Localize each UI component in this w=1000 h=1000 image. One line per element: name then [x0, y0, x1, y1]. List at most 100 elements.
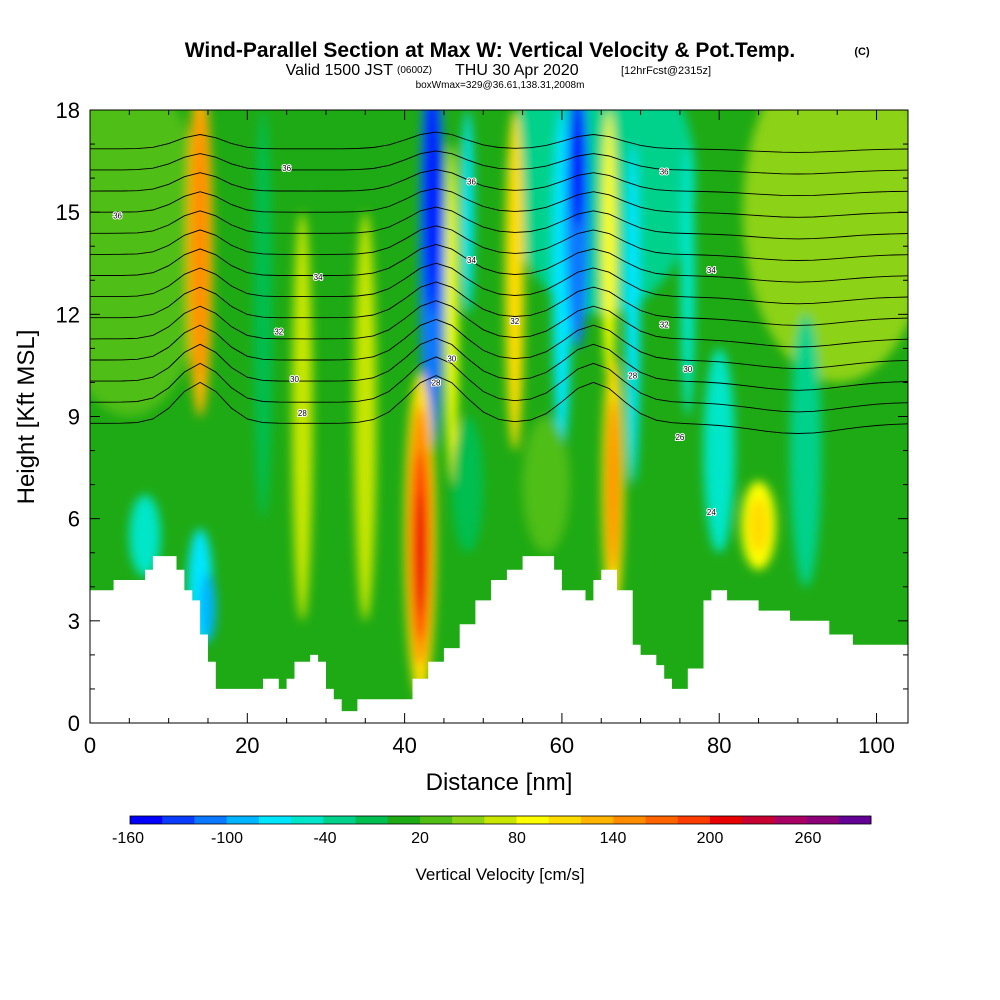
- colorbar-swatch: [355, 816, 389, 824]
- velocity-band: [625, 144, 640, 485]
- contour-label: 36: [113, 212, 122, 221]
- subtitle-box: boxWmax=329@36.61,138.31,2008m: [416, 80, 585, 91]
- colorbar-tick-label: 140: [600, 830, 627, 847]
- x-tick-label: 40: [392, 733, 416, 758]
- velocity-band: [570, 110, 585, 230]
- contour-label: 28: [432, 378, 441, 387]
- colorbar-swatch: [581, 816, 614, 824]
- isentrope-line: [90, 131, 908, 153]
- colorbar-swatch: [484, 816, 518, 824]
- colorbar-swatch: [645, 816, 679, 824]
- isentrope-line: [90, 225, 908, 261]
- isentrope-line: [90, 150, 908, 175]
- isentrope-line: [90, 318, 908, 370]
- terrain: [90, 556, 908, 723]
- colorbar-swatch: [516, 816, 550, 824]
- isentrope-line: [90, 206, 908, 240]
- colorbar-tick-label: 80: [508, 830, 526, 847]
- y-tick-label: 12: [56, 302, 80, 327]
- contour-label: 34: [707, 266, 716, 275]
- velocity-band: [680, 144, 695, 417]
- isentrope-line: [90, 262, 908, 305]
- velocity-band: [748, 498, 769, 553]
- contour-label: 34: [467, 256, 476, 265]
- isentrope-line: [90, 281, 908, 326]
- velocity-band: [200, 573, 216, 642]
- colorbar-swatch: [774, 816, 808, 824]
- colorbar: -160 -100 -40 20 80 140 200 260: [112, 815, 872, 847]
- colorbar-swatch: [226, 816, 260, 824]
- velocity-band: [292, 212, 313, 621]
- plot-area: 36 36 36 36 34 34 34 32 32 32 30 30 30 28 28 28 26 24: [90, 110, 908, 723]
- contour-label: 30: [683, 365, 692, 374]
- colorbar-tick-label: -40: [313, 830, 336, 847]
- isentrope-line: [90, 187, 908, 218]
- colorbar-swatch: [130, 816, 163, 824]
- velocity-band: [192, 110, 208, 383]
- colorbar-swatch: [548, 816, 582, 824]
- velocity-band: [790, 314, 822, 587]
- colorbar-swatch: [323, 816, 357, 824]
- velocity-band: [742, 110, 908, 383]
- velocity-band: [606, 399, 620, 570]
- colorbar-swatch: [709, 816, 743, 824]
- velocity-band: [451, 416, 484, 553]
- subtitle-date: THU 30 Apr 2020: [455, 62, 579, 79]
- velocity-band: [703, 348, 735, 553]
- colorbar-swatch: [806, 816, 840, 824]
- potential-temperature-contours: [90, 131, 908, 434]
- colorbar-tick-label: 260: [795, 830, 822, 847]
- colorbar-swatch: [194, 816, 228, 824]
- contour-label: 28: [298, 409, 307, 418]
- velocity-band: [522, 416, 570, 553]
- isentrope-line: [90, 337, 908, 391]
- x-axis: 0 20 40 60 80 100: [84, 110, 895, 758]
- contour-label: 28: [628, 372, 637, 381]
- contour-labels: 36 36 36 36 34 34 34 32 32 32 30 30 30 28 28 28 26 24: [112, 163, 717, 518]
- x-axis-label: Distance [nm]: [426, 769, 573, 796]
- chart-subtitle: Valid 1500 JST (0600Z) THU 30 Apr 2020 […: [286, 62, 711, 79]
- y-tick-label: 18: [56, 98, 80, 123]
- velocity-band: [461, 110, 474, 315]
- contour-label: 36: [282, 164, 291, 173]
- x-tick-label: 60: [550, 733, 574, 758]
- subtitle-valid: Valid 1500 JST: [286, 62, 394, 79]
- y-tick-label: 0: [68, 711, 80, 736]
- contour-label: 26: [675, 433, 684, 442]
- colorbar-swatch: [258, 816, 292, 824]
- y-axis-label: Height [Kft MSL]: [13, 330, 40, 505]
- colorbar-swatch: [613, 816, 646, 824]
- colorbar-tick-label: 200: [697, 830, 724, 847]
- contour-label: 32: [510, 317, 519, 326]
- x-tick-label: 0: [84, 733, 96, 758]
- colorbar-swatch: [838, 816, 872, 824]
- contour-label: 34: [314, 273, 323, 282]
- velocity-band: [415, 491, 426, 615]
- velocity-band: [602, 110, 617, 383]
- isentrope-line: [90, 169, 908, 197]
- isentrope-line: [90, 244, 908, 283]
- chart-title: Wind-Parallel Section at Max W: Vertical…: [185, 39, 796, 62]
- colorbar-frame: [129, 815, 872, 825]
- velocity-band: [505, 110, 525, 451]
- colorbar-swatch: [387, 816, 421, 824]
- contour-label: 36: [467, 178, 476, 187]
- colorbar-tick-label: -100: [211, 830, 243, 847]
- colorbar-swatch: [452, 816, 485, 824]
- contour-label: 30: [290, 375, 299, 384]
- colorbar-tick-label: -160: [112, 830, 144, 847]
- colorbar-swatch: [677, 816, 711, 824]
- y-tick-label: 3: [68, 609, 80, 634]
- x-tick-label: 80: [707, 733, 731, 758]
- velocity-band: [90, 110, 208, 417]
- colorbar-swatch: [162, 816, 195, 824]
- subtitle-forecast: [12hrFcst@2315z]: [621, 65, 711, 77]
- x-tick-label: 100: [858, 733, 895, 758]
- contour-label: 24: [707, 508, 716, 517]
- y-tick-label: 9: [68, 405, 80, 430]
- velocity-band: [354, 212, 377, 621]
- x-tick-label: 20: [235, 733, 259, 758]
- contour-label: 32: [274, 327, 283, 336]
